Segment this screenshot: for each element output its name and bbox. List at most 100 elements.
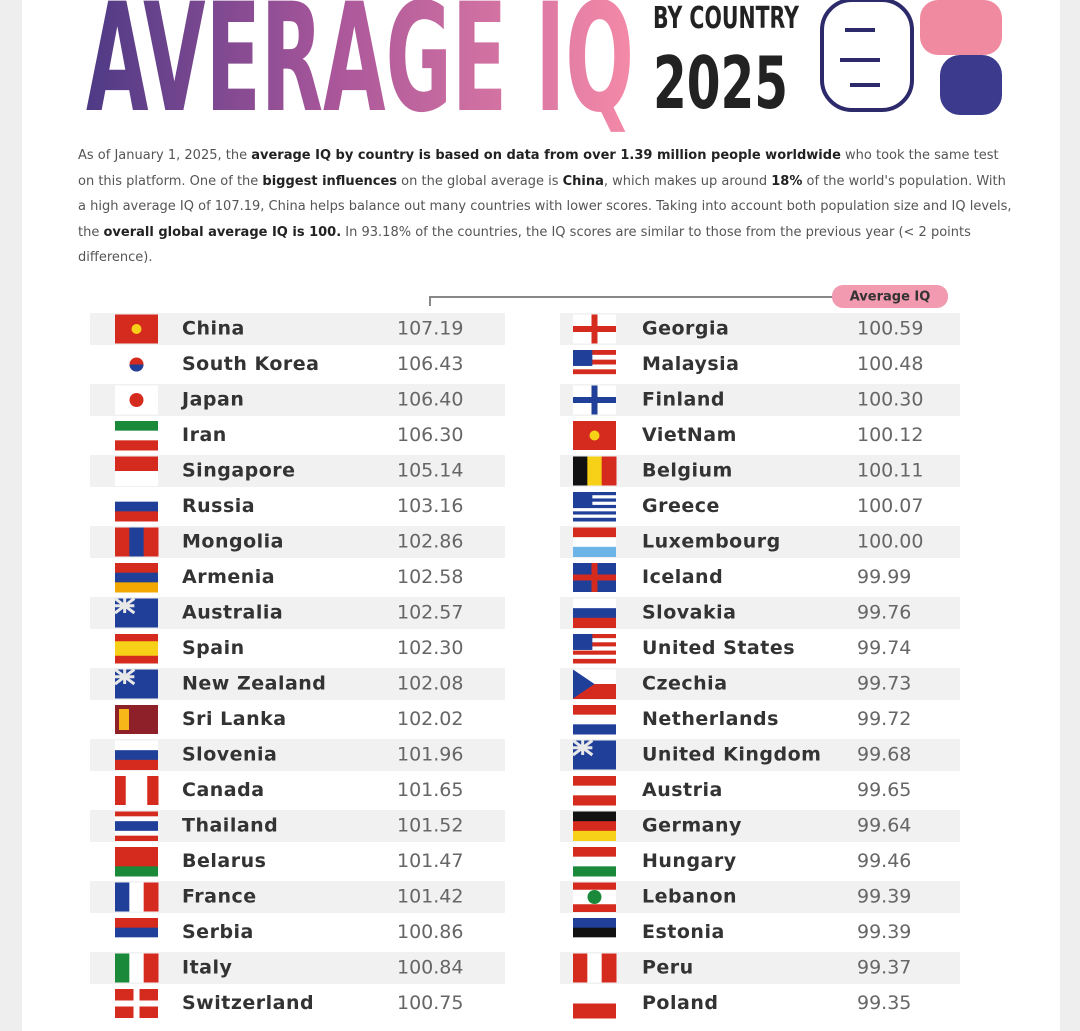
flag [573, 847, 616, 877]
flag-stripe [573, 927, 616, 938]
country-name: Spain [182, 637, 245, 659]
flag [573, 776, 616, 806]
iq-value: 99.73 [857, 673, 911, 695]
iq-value: 99.46 [857, 850, 911, 872]
flag-stripe [129, 527, 145, 557]
flag-cross [115, 1000, 158, 1007]
flag-stripe [573, 785, 616, 796]
flag [114, 668, 158, 699]
iq-value: 106.30 [397, 424, 463, 446]
flag-stripe [573, 904, 616, 912]
country-name: Belarus [182, 850, 266, 872]
row-band [90, 810, 505, 842]
flag-stripe [115, 501, 158, 512]
flag [573, 598, 616, 628]
country-name: Poland [642, 992, 718, 1014]
iq-value: 106.43 [397, 353, 463, 375]
flag-stripe [573, 359, 616, 365]
flag [115, 634, 158, 664]
flag-stripe [573, 658, 616, 664]
iq-value: 100.07 [857, 495, 923, 517]
iq-value: 100.59 [857, 318, 923, 340]
iq-value: 99.39 [857, 886, 911, 908]
flag-stripe [115, 582, 158, 593]
iq-value: 102.58 [397, 566, 463, 588]
country-name: Serbia [182, 921, 254, 943]
flag-stripe [143, 527, 159, 557]
flag-stripe [115, 835, 158, 841]
flag-stripe [115, 830, 158, 837]
country-name: France [182, 886, 257, 908]
flag-stripe [115, 816, 158, 822]
flag-stripe [115, 655, 158, 664]
flag-emblem [587, 890, 602, 904]
iq-value: 99.68 [857, 744, 911, 766]
iq-value: 99.35 [857, 992, 911, 1014]
flag-stripe [573, 369, 616, 375]
flag-stripe [573, 989, 616, 1004]
flag-stripe [573, 617, 616, 628]
flag-stripe [573, 821, 616, 832]
flag-stripe [573, 705, 616, 716]
intro-text: biggest influences [262, 173, 398, 189]
flag [573, 492, 616, 522]
flag [115, 811, 158, 841]
country-name: Slovenia [182, 744, 277, 766]
flag-stripe [573, 937, 616, 948]
iq-value: 101.96 [397, 744, 463, 766]
flag [115, 421, 158, 451]
flag [573, 527, 616, 557]
country-name: Italy [182, 957, 232, 979]
flag-stripe [573, 866, 616, 877]
flag [115, 847, 158, 877]
flag-stripe [573, 501, 616, 506]
flag [115, 527, 159, 557]
country-name: Malaysia [642, 353, 740, 375]
iq-value: 100.48 [857, 353, 923, 375]
row-band [560, 526, 960, 558]
flag-stripe [129, 882, 145, 912]
flag-bar [119, 709, 129, 730]
iq-value: 101.65 [397, 779, 463, 801]
flag-stripe [115, 821, 158, 827]
flag-stripe [115, 421, 158, 432]
intro-text: overall global average IQ is 100. [103, 224, 342, 240]
country-name: Mongolia [182, 531, 284, 553]
flag-stripe [573, 511, 616, 516]
flag [114, 597, 158, 628]
iq-value: 99.64 [857, 815, 911, 837]
intro-text: of the world's population. With a high a… [78, 173, 1012, 240]
row-band [90, 739, 505, 771]
label-pill [832, 285, 948, 308]
rows: China 107.19 South Korea 106.43 Japan 106.40 I… [90, 313, 960, 1019]
flag-emblem [129, 364, 144, 372]
flag-stripe [143, 953, 159, 983]
iq-value: 102.02 [397, 708, 463, 730]
country-name: Finland [642, 389, 725, 411]
flag-stripe [573, 517, 616, 522]
flag-canton [573, 492, 593, 508]
flag-stripe [573, 598, 616, 609]
country-name: Australia [182, 602, 283, 624]
row-band [90, 668, 505, 700]
flag-stripe [115, 492, 158, 503]
flag-star [589, 430, 600, 441]
row-band [560, 597, 960, 629]
flag-stripe [573, 537, 616, 548]
flag-stripe [115, 440, 158, 451]
row-band [560, 313, 960, 345]
flag [115, 314, 158, 344]
country-name: Sri Lanka [182, 708, 287, 730]
iq-value: 100.12 [857, 424, 923, 446]
country-name: New Zealand [182, 673, 326, 695]
flag [573, 350, 616, 380]
iq-value: 105.14 [397, 460, 463, 482]
flag [573, 811, 616, 841]
flag-stripe [587, 953, 603, 983]
flag [573, 385, 616, 415]
flag-stripe [573, 508, 616, 512]
flag-stripe [573, 714, 616, 725]
country-name: Peru [642, 957, 694, 979]
iq-value: 100.75 [397, 992, 463, 1014]
